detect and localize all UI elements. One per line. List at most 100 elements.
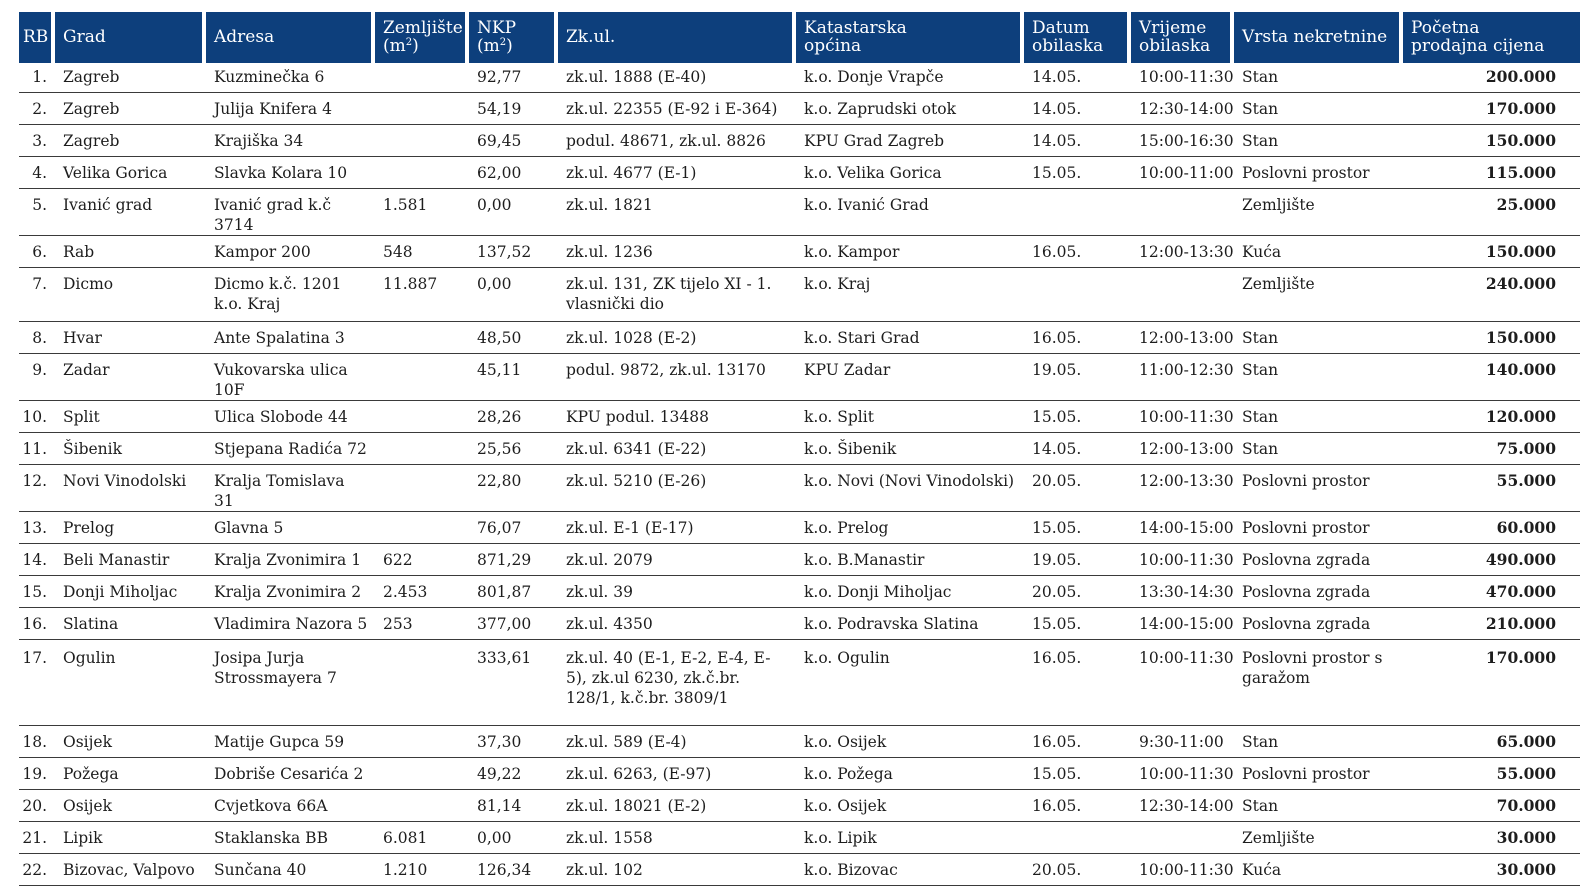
cell-katastarska: k.o. Zaprudski otok: [796, 93, 1024, 125]
cell-grad: Beli Manastir: [55, 544, 206, 576]
cell-rb: 5.: [19, 189, 55, 236]
cell-datum: 16.05.: [1024, 322, 1131, 354]
cell-zkul: zk.ul. 22355 (E-92 i E-364): [558, 93, 796, 125]
cell-zkul: zk.ul. 5210 (E-26): [558, 465, 796, 512]
cell-zemljiste: 548: [375, 236, 469, 268]
cell-vrsta: Stan: [1234, 63, 1403, 93]
cell-katastarska: k.o. Lipik: [796, 822, 1024, 854]
cell-datum: [1024, 189, 1131, 236]
cell-katastarska: k.o. Osijek: [796, 790, 1024, 822]
cell-nkp: 92,77: [469, 63, 558, 93]
table-header: RB Grad Adresa Zemljište (m2) NKP (m2) Z…: [19, 12, 1580, 63]
table-row: 14. Beli Manastir Kralja Zvonimira 1 622 871…: [19, 544, 1580, 576]
cell-adresa: Kuzminečka 6: [206, 63, 375, 93]
cell-rb: 9.: [19, 354, 55, 401]
header-katastarska-line2: općina: [804, 35, 862, 56]
cell-katastarska: k.o. Stari Grad: [796, 322, 1024, 354]
cell-katastarska: k.o. Kraj: [796, 268, 1024, 322]
cell-vrsta: Stan: [1234, 354, 1403, 401]
cell-zemljiste: [375, 93, 469, 125]
cell-zemljiste: 253: [375, 608, 469, 640]
cell-nkp: 0,00: [469, 268, 558, 322]
cell-datum: 14.05.: [1024, 93, 1131, 125]
cell-rb: 21.: [19, 822, 55, 854]
cell-vrsta: Stan: [1234, 790, 1403, 822]
cell-vrsta: Zemljište: [1234, 822, 1403, 854]
cell-vrijeme: 12:00-13:00: [1131, 433, 1234, 465]
cell-vrijeme: 10:00-11:30: [1131, 758, 1234, 790]
cell-vrsta: Poslovni prostor: [1234, 465, 1403, 512]
cell-cijena: 150.000: [1403, 236, 1580, 268]
table-row: 13. Prelog Glavna 5 76,07 zk.ul. E-1 (E-17) k…: [19, 512, 1580, 544]
cell-katastarska: k.o. Donji Miholjac: [796, 576, 1024, 608]
cell-rb: 8.: [19, 322, 55, 354]
cell-adresa: Cvjetkova 66A: [206, 790, 375, 822]
cell-zemljiste: [375, 790, 469, 822]
cell-grad: Rab: [55, 236, 206, 268]
cell-vrsta: Stan: [1234, 433, 1403, 465]
table-row: 16. Slatina Vladimira Nazora 5 253 377,00 zk.…: [19, 608, 1580, 640]
cell-rb: 12.: [19, 465, 55, 512]
header-nkp-line1: NKP: [477, 17, 517, 38]
cell-rb: 22.: [19, 854, 55, 886]
cell-nkp: 76,07: [469, 512, 558, 544]
table-row: 12. Novi Vinodolski Kralja Tomislava 31 22,…: [19, 465, 1580, 512]
cell-adresa: Ivanić grad k.č 3714: [206, 189, 375, 236]
cell-grad: Zadar: [55, 354, 206, 401]
cell-datum: 15.05.: [1024, 157, 1131, 189]
cell-cijena: 115.000: [1403, 157, 1580, 189]
cell-zkul: zk.ul. 589 (E-4): [558, 726, 796, 758]
header-datum-line1: Datum: [1032, 17, 1090, 38]
cell-zemljiste: [375, 758, 469, 790]
cell-zkul: podul. 48671, zk.ul. 8826: [558, 125, 796, 157]
cell-zkul: zk.ul. 102: [558, 854, 796, 886]
cell-vrsta: Poslovna zgrada: [1234, 544, 1403, 576]
cell-vrijeme: [1131, 822, 1234, 854]
table-row: 22. Bizovac, Valpovo Sunčana 40 1.210 126,34…: [19, 854, 1580, 886]
header-rb-label: RB: [23, 26, 49, 47]
property-table-container: RB Grad Adresa Zemljište (m2) NKP (m2) Z…: [19, 12, 1580, 886]
cell-adresa: Slavka Kolara 10: [206, 157, 375, 189]
cell-grad: Osijek: [55, 790, 206, 822]
cell-zkul: zk.ul. 1821: [558, 189, 796, 236]
cell-katastarska: k.o. Novi (Novi Vinodolski): [796, 465, 1024, 512]
cell-zkul: zk.ul. 4677 (E-1): [558, 157, 796, 189]
table-row: 19. Požega Dobriše Cesarića 2 49,22 zk.ul. 6…: [19, 758, 1580, 790]
header-zkul-label: Zk.ul.: [566, 26, 616, 47]
cell-rb: 4.: [19, 157, 55, 189]
cell-katastarska: k.o. Prelog: [796, 512, 1024, 544]
cell-zemljiste: [375, 465, 469, 512]
cell-vrsta: Poslovna zgrada: [1234, 576, 1403, 608]
cell-nkp: 22,80: [469, 465, 558, 512]
cell-grad: Bizovac, Valpovo: [55, 854, 206, 886]
cell-grad: Ivanić grad: [55, 189, 206, 236]
cell-zkul: zk.ul. 18021 (E-2): [558, 790, 796, 822]
header-zemljiste: Zemljište (m2): [375, 12, 469, 63]
cell-katastarska: k.o. Osijek: [796, 726, 1024, 758]
cell-cijena: 30.000: [1403, 854, 1580, 886]
header-zemljiste-sup: 2: [405, 36, 413, 48]
cell-vrijeme: [1131, 189, 1234, 236]
cell-vrijeme: 10:00-11:30: [1131, 544, 1234, 576]
table-row: 1. Zagreb Kuzminečka 6 92,77 zk.ul. 1888 (E-…: [19, 63, 1580, 93]
cell-vrijeme: 12:30-14:00: [1131, 93, 1234, 125]
cell-rb: 16.: [19, 608, 55, 640]
cell-nkp: 28,26: [469, 401, 558, 433]
cell-nkp: 871,29: [469, 544, 558, 576]
table-row: 21. Lipik Staklanska BB 6.081 0,00 zk.ul. 155…: [19, 822, 1580, 854]
cell-cijena: 30.000: [1403, 822, 1580, 854]
cell-cijena: 75.000: [1403, 433, 1580, 465]
cell-katastarska: k.o. Kampor: [796, 236, 1024, 268]
cell-rb: 1.: [19, 63, 55, 93]
cell-rb: 10.: [19, 401, 55, 433]
cell-nkp: 126,34: [469, 854, 558, 886]
cell-vrijeme: [1131, 268, 1234, 322]
header-vrijeme-line1: Vrijeme: [1139, 17, 1207, 38]
table-row: 6. Rab Kampor 200 548 137,52 zk.ul. 1236 k.o. …: [19, 236, 1580, 268]
header-cijena: Početna prodajna cijena: [1403, 12, 1580, 63]
cell-zkul: zk.ul. 40 (E-1, E-2, E-4, E-5), zk.ul 62…: [558, 640, 796, 726]
cell-katastarska: k.o. Velika Gorica: [796, 157, 1024, 189]
header-rb: RB: [19, 12, 55, 63]
header-vrsta: Vrsta nekretnine: [1234, 12, 1403, 63]
cell-grad: Hvar: [55, 322, 206, 354]
